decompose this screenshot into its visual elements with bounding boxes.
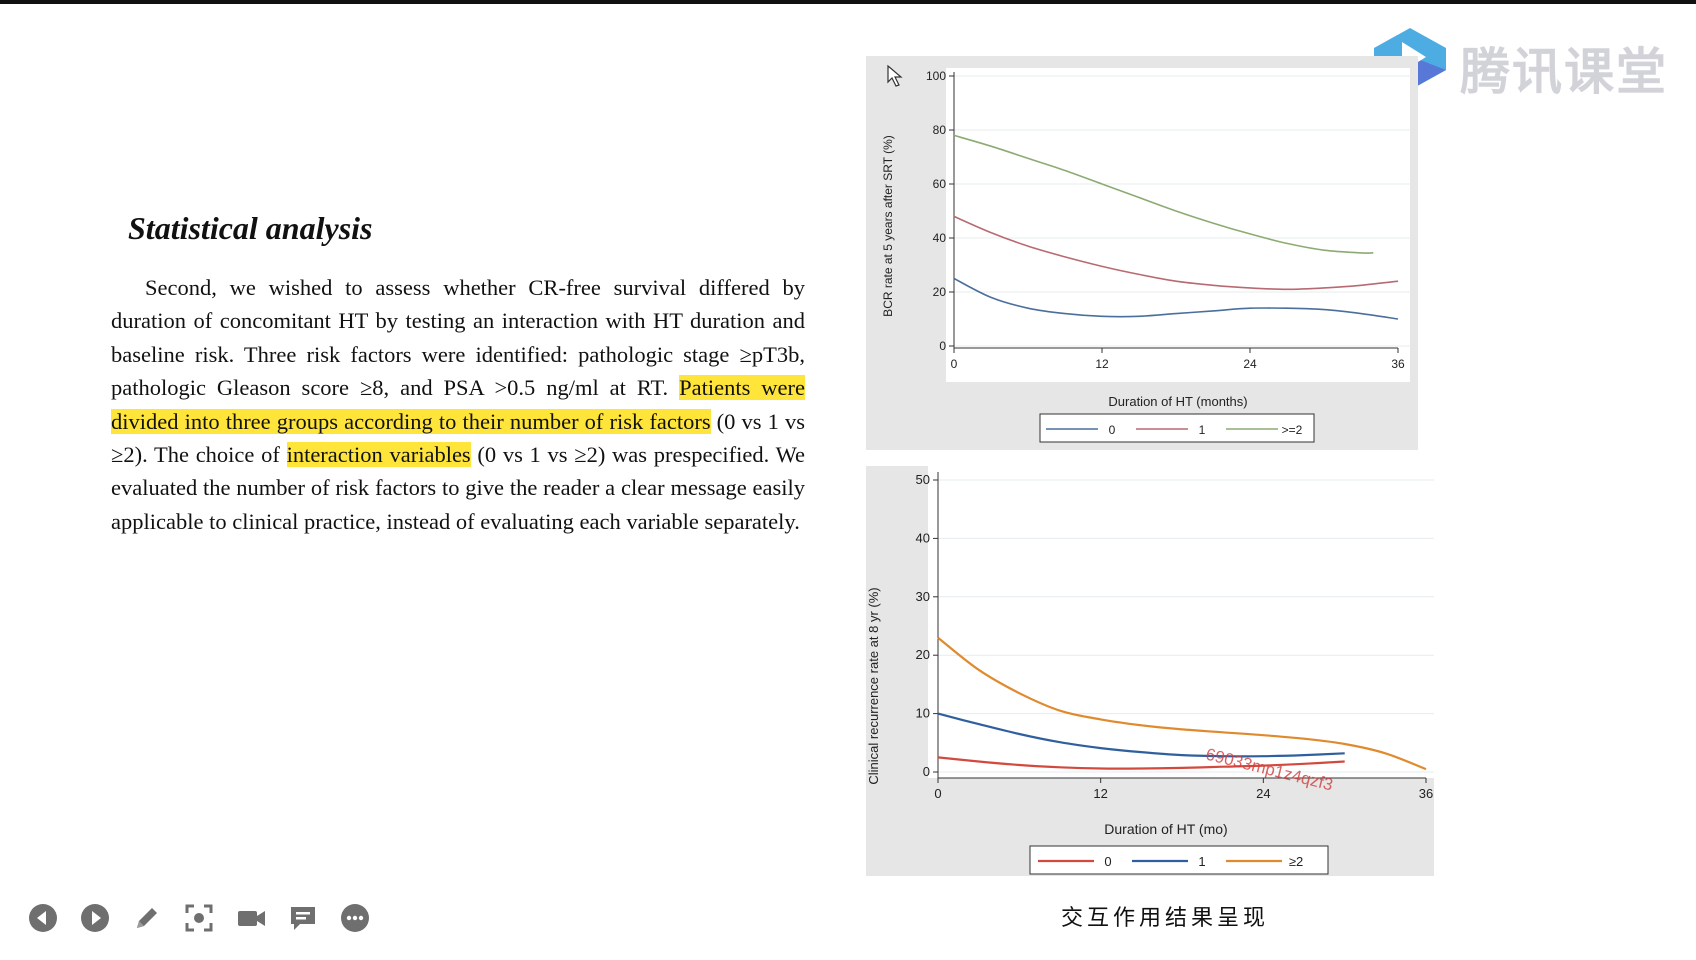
paragraph-text-2: (0 vs 1 vs ≥2). The choice of	[111, 408, 805, 468]
top-border	[0, 0, 1696, 4]
legend-label-2: ≥2	[1289, 854, 1303, 869]
previous-button[interactable]	[28, 903, 58, 933]
x-tick-label: 24	[1243, 357, 1257, 371]
legend-label-1: 1	[1199, 423, 1206, 437]
more-button[interactable]	[340, 903, 370, 933]
cursor-icon	[887, 64, 903, 87]
x-tick-label: 12	[1095, 357, 1109, 371]
section-paragraph: Second, we wished to assess whether CR-f…	[111, 271, 805, 538]
x-axis-label: Duration of HT (mo)	[1104, 821, 1227, 837]
series-line-1	[937, 712, 1345, 758]
y-tick-label: 20	[916, 647, 930, 662]
legend-label-2: >=2	[1282, 423, 1303, 437]
screenshot-icon	[185, 904, 213, 932]
section-heading: Statistical analysis	[128, 210, 373, 246]
series-line-1	[953, 215, 1399, 291]
series-line-0	[953, 277, 1399, 320]
y-axis-label: Clinical recurrence rate at 8 yr (%)	[866, 587, 881, 784]
x-tick-label: 0	[934, 786, 941, 801]
series-line-0	[937, 756, 1345, 770]
x-tick-label: 0	[951, 357, 958, 371]
pen-button[interactable]	[132, 903, 162, 933]
plot-area	[946, 68, 1410, 382]
series-line-2	[953, 134, 1374, 254]
bcr-rate-chart-svg: 0 20 40 60 80 100 0 12 24 36 Duration of HT (mont…	[866, 56, 1418, 450]
plot-area	[928, 466, 1434, 778]
x-tick-label: 12	[1093, 786, 1107, 801]
legend-label-0: 0	[1109, 423, 1116, 437]
x-axis-label: Duration of HT (months)	[1108, 394, 1247, 409]
series-line-2	[937, 636, 1427, 771]
clinical-recurrence-chart: 0 10 20 30 40 50 0 12 24 36 Duration of HT (mo) C…	[866, 466, 1434, 876]
y-tick-label: 40	[916, 530, 930, 545]
y-tick-label: 80	[933, 123, 947, 137]
y-axis-label: BCR rate at 5 years after SRT (%)	[881, 135, 895, 317]
y-tick-label: 0	[939, 339, 946, 353]
chat-button[interactable]	[288, 903, 318, 933]
y-tick-label: 50	[916, 472, 930, 487]
y-tick-label: 40	[933, 231, 947, 245]
slide-caption: 交互作用结果呈现	[1060, 906, 1269, 931]
video-camera-icon	[238, 911, 265, 926]
legend-box	[1039, 413, 1315, 443]
play-button[interactable]	[80, 903, 110, 933]
presentation-toolbar	[28, 900, 370, 936]
y-tick-label: 20	[933, 285, 947, 299]
y-tick-label: 100	[926, 69, 946, 83]
y-tick-label: 10	[916, 706, 930, 721]
brand-name: 腾讯课堂	[1460, 43, 1668, 101]
y-tick-label: 0	[923, 764, 930, 779]
paragraph-text-3: (0 vs 1 vs ≥2) was prespecified. We eval…	[111, 442, 805, 534]
highlight-interaction-variables: interaction variables	[286, 442, 471, 468]
x-tick-label: 24	[1256, 786, 1270, 801]
chat-icon	[291, 907, 315, 930]
screenshot-button[interactable]	[184, 903, 214, 933]
y-tick-label: 30	[916, 589, 930, 604]
legend-label-1: 1	[1198, 854, 1205, 869]
camera-button[interactable]	[236, 903, 266, 933]
paragraph-text-1: Second, we wished to assess whether CR-f…	[111, 275, 805, 401]
x-tick-label: 36	[1419, 786, 1433, 801]
y-tick-label: 60	[933, 177, 947, 191]
more-icon	[341, 904, 369, 932]
previous-icon	[29, 904, 57, 932]
legend-label-0: 0	[1104, 854, 1111, 869]
x-tick-label: 36	[1391, 357, 1405, 371]
play-icon	[81, 904, 109, 932]
pencil-icon	[137, 908, 157, 928]
bcr-rate-chart: 0 20 40 60 80 100 0 12 24 36 Duration of HT (mont…	[866, 56, 1418, 450]
